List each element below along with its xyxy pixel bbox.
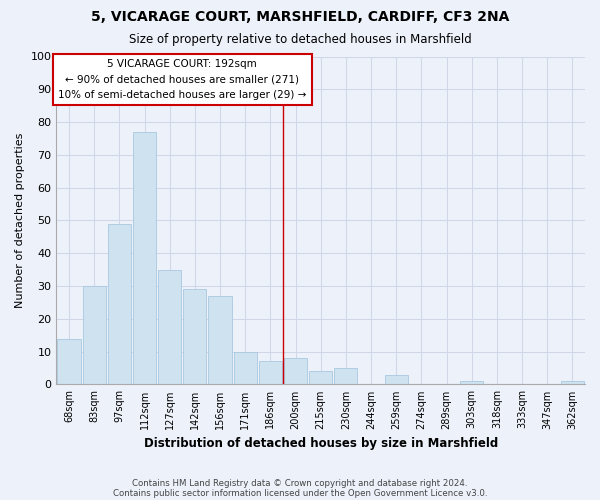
- Bar: [561, 381, 584, 384]
- Bar: [83, 286, 106, 384]
- Bar: [309, 372, 332, 384]
- Bar: [183, 290, 206, 384]
- Bar: [158, 270, 181, 384]
- X-axis label: Distribution of detached houses by size in Marshfield: Distribution of detached houses by size …: [143, 437, 498, 450]
- Bar: [133, 132, 156, 384]
- Text: Contains HM Land Registry data © Crown copyright and database right 2024.: Contains HM Land Registry data © Crown c…: [132, 478, 468, 488]
- Text: 5, VICARAGE COURT, MARSHFIELD, CARDIFF, CF3 2NA: 5, VICARAGE COURT, MARSHFIELD, CARDIFF, …: [91, 10, 509, 24]
- Bar: [58, 338, 80, 384]
- Bar: [233, 352, 257, 384]
- Bar: [334, 368, 358, 384]
- Bar: [284, 358, 307, 384]
- Bar: [259, 362, 282, 384]
- Bar: [108, 224, 131, 384]
- Y-axis label: Number of detached properties: Number of detached properties: [15, 133, 25, 308]
- Text: Size of property relative to detached houses in Marshfield: Size of property relative to detached ho…: [128, 32, 472, 46]
- Text: Contains public sector information licensed under the Open Government Licence v3: Contains public sector information licen…: [113, 488, 487, 498]
- Bar: [460, 381, 484, 384]
- Text: 5 VICARAGE COURT: 192sqm
← 90% of detached houses are smaller (271)
10% of semi-: 5 VICARAGE COURT: 192sqm ← 90% of detach…: [58, 59, 307, 100]
- Bar: [385, 374, 408, 384]
- Bar: [208, 296, 232, 384]
